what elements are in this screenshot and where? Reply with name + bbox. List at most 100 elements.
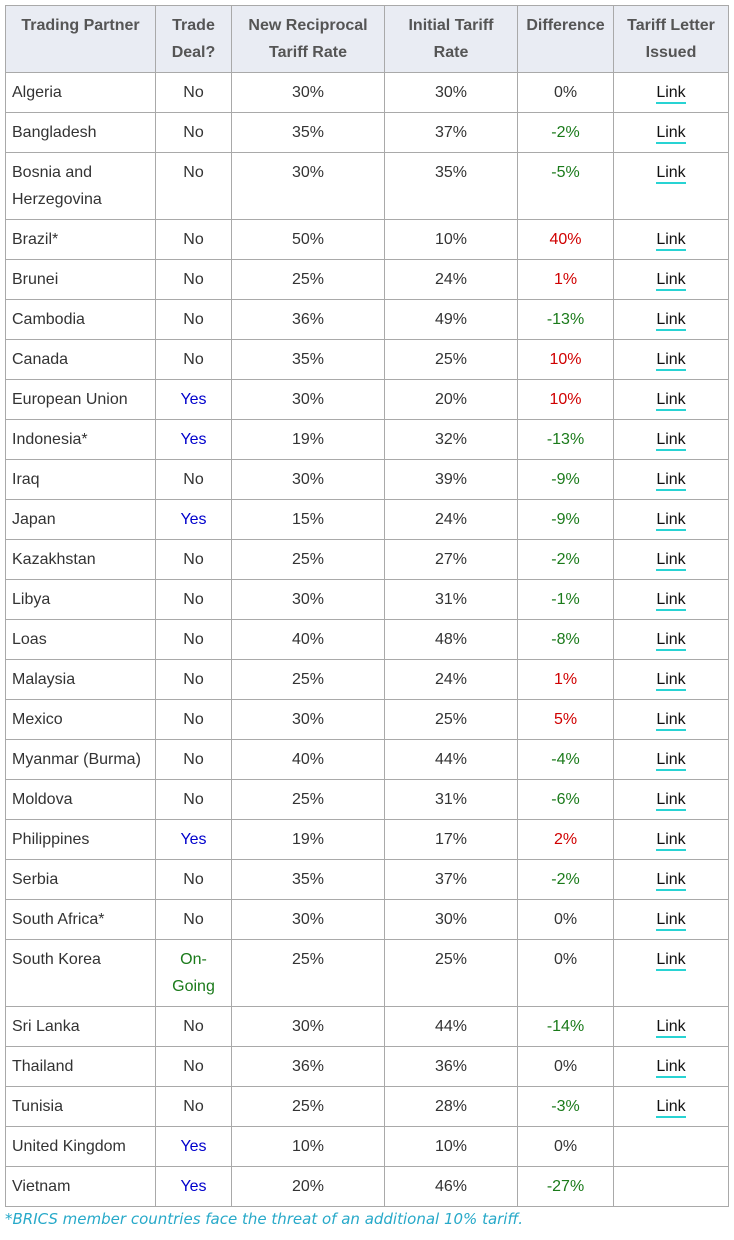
- difference-cell: 40%: [517, 219, 614, 260]
- table-row: Philippines Yes 19% 17% 2% Link: [5, 819, 729, 860]
- trade-deal-cell: No: [155, 72, 232, 113]
- trading-partner-cell: South Africa*: [5, 899, 156, 940]
- table-row: Thailand No 36% 36% 0% Link: [5, 1046, 729, 1087]
- new-rate-cell: 40%: [231, 619, 385, 660]
- initial-rate-cell: 37%: [384, 859, 518, 900]
- initial-rate-cell: 24%: [384, 659, 518, 700]
- table-row: Serbia No 35% 37% -2% Link: [5, 859, 729, 900]
- tariff-letter-link[interactable]: Link: [656, 751, 686, 771]
- difference-cell: 0%: [517, 899, 614, 940]
- trade-deal-cell: No: [155, 112, 232, 153]
- tariff-letter-link[interactable]: Link: [656, 551, 686, 571]
- tariff-letter-cell: Link: [613, 1086, 729, 1127]
- table-row: Sri Lanka No 30% 44% -14% Link: [5, 1006, 729, 1047]
- tariff-letter-link[interactable]: Link: [656, 631, 686, 651]
- trading-partner-cell: Brazil*: [5, 219, 156, 260]
- tariff-letter-link[interactable]: Link: [656, 124, 686, 144]
- tariff-letter-link[interactable]: Link: [656, 911, 686, 931]
- table-row: European Union Yes 30% 20% 10% Link: [5, 379, 729, 420]
- table-row: Vietnam Yes 20% 46% -27%: [5, 1166, 729, 1207]
- trade-deal-cell: No: [155, 152, 232, 220]
- tariff-letter-cell: Link: [613, 379, 729, 420]
- difference-cell: -6%: [517, 779, 614, 820]
- tariff-letter-link[interactable]: Link: [656, 1098, 686, 1118]
- trading-partner-cell: United Kingdom: [5, 1126, 156, 1167]
- initial-rate-cell: 46%: [384, 1166, 518, 1207]
- difference-cell: -14%: [517, 1006, 614, 1047]
- tariff-letter-link[interactable]: Link: [656, 431, 686, 451]
- tariff-letter-link[interactable]: Link: [656, 671, 686, 691]
- tariff-letter-cell: Link: [613, 219, 729, 260]
- new-rate-cell: 30%: [231, 152, 385, 220]
- difference-cell: 2%: [517, 819, 614, 860]
- initial-rate-cell: 30%: [384, 72, 518, 113]
- tariff-letter-cell: Link: [613, 859, 729, 900]
- new-rate-cell: 30%: [231, 459, 385, 500]
- tariff-letter-cell: Link: [613, 419, 729, 460]
- table-row: Malaysia No 25% 24% 1% Link: [5, 659, 729, 700]
- initial-rate-cell: 35%: [384, 152, 518, 220]
- tariff-letter-link[interactable]: Link: [656, 951, 686, 971]
- table-row: Kazakhstan No 25% 27% -2% Link: [5, 539, 729, 580]
- difference-cell: 0%: [517, 72, 614, 113]
- tariff-letter-cell: Link: [613, 1046, 729, 1087]
- tariff-letter-link[interactable]: Link: [656, 84, 686, 104]
- difference-cell: -2%: [517, 539, 614, 580]
- trading-partner-cell: Iraq: [5, 459, 156, 500]
- table-row: Algeria No 30% 30% 0% Link: [5, 72, 729, 113]
- tariff-letter-link[interactable]: Link: [656, 1018, 686, 1038]
- initial-rate-cell: 48%: [384, 619, 518, 660]
- tariff-letter-link[interactable]: Link: [656, 1058, 686, 1078]
- tariff-letter-cell: Link: [613, 499, 729, 540]
- tariff-letter-link[interactable]: Link: [656, 511, 686, 531]
- new-rate-cell: 30%: [231, 899, 385, 940]
- tariff-letter-link[interactable]: Link: [656, 591, 686, 611]
- tariff-letter-link[interactable]: Link: [656, 164, 686, 184]
- col-header-initial-rate: Initial Tariff Rate: [384, 5, 518, 73]
- trade-deal-cell: Yes: [155, 1126, 232, 1167]
- initial-rate-cell: 27%: [384, 539, 518, 580]
- trade-deal-cell: Yes: [155, 1166, 232, 1207]
- col-header-trade-deal: Trade Deal?: [155, 5, 232, 73]
- tariff-letter-link[interactable]: Link: [656, 231, 686, 251]
- tariff-letter-link[interactable]: Link: [656, 391, 686, 411]
- initial-rate-cell: 30%: [384, 899, 518, 940]
- tariff-letter-cell: Link: [613, 112, 729, 153]
- difference-cell: 10%: [517, 339, 614, 380]
- trading-partner-cell: Serbia: [5, 859, 156, 900]
- trading-partner-cell: Japan: [5, 499, 156, 540]
- tariff-letter-link[interactable]: Link: [656, 351, 686, 371]
- tariff-letter-link[interactable]: Link: [656, 791, 686, 811]
- trading-partner-cell: Algeria: [5, 72, 156, 113]
- col-header-trading-partner: Trading Partner: [5, 5, 156, 73]
- difference-cell: 0%: [517, 1126, 614, 1167]
- new-rate-cell: 25%: [231, 539, 385, 580]
- tariff-letter-cell: [613, 1166, 729, 1207]
- difference-cell: -9%: [517, 499, 614, 540]
- tariff-letter-link[interactable]: Link: [656, 711, 686, 731]
- tariff-letter-link[interactable]: Link: [656, 831, 686, 851]
- tariff-letter-link[interactable]: Link: [656, 871, 686, 891]
- trading-partner-cell: Cambodia: [5, 299, 156, 340]
- difference-cell: -5%: [517, 152, 614, 220]
- trading-partner-cell: Moldova: [5, 779, 156, 820]
- difference-cell: 0%: [517, 939, 614, 1007]
- difference-cell: -4%: [517, 739, 614, 780]
- tariff-letter-link[interactable]: Link: [656, 271, 686, 291]
- trade-deal-cell: Yes: [155, 819, 232, 860]
- trade-deal-cell: No: [155, 1086, 232, 1127]
- header-row: Trading Partner Trade Deal? New Reciproc…: [5, 5, 729, 73]
- tariff-letter-link[interactable]: Link: [656, 471, 686, 491]
- trade-deal-cell: Yes: [155, 499, 232, 540]
- difference-cell: -3%: [517, 1086, 614, 1127]
- new-rate-cell: 36%: [231, 299, 385, 340]
- new-rate-cell: 15%: [231, 499, 385, 540]
- tariff-letter-link[interactable]: Link: [656, 311, 686, 331]
- new-rate-cell: 30%: [231, 1006, 385, 1047]
- initial-rate-cell: 24%: [384, 259, 518, 300]
- trading-partner-cell: Canada: [5, 339, 156, 380]
- initial-rate-cell: 31%: [384, 779, 518, 820]
- trading-partner-cell: Bosnia and Herzegovina: [5, 152, 156, 220]
- trade-deal-cell: No: [155, 1006, 232, 1047]
- new-rate-cell: 30%: [231, 699, 385, 740]
